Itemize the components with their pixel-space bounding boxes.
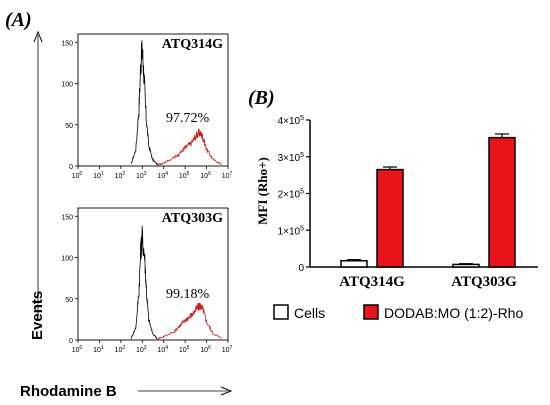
histogram-xtick-label: 101 — [93, 345, 104, 354]
histogram-xtick-label: 102 — [115, 345, 126, 354]
histogram-ytick-label: 50 — [65, 123, 73, 130]
bar-category-label: ATQ314G — [339, 274, 405, 290]
legend-label-cells: Cells — [294, 305, 325, 321]
histogram-xtick-label: 104 — [157, 345, 168, 354]
histogram-ytick-label: 50 — [65, 297, 73, 304]
histogram-ytick-label: 150 — [61, 40, 73, 47]
bar-ytick-label: 1×105 — [278, 225, 305, 237]
histogram-xtick-label: 105 — [179, 345, 190, 354]
bar-ytick-label: 2×105 — [278, 189, 305, 201]
histogram-xtick-label: 106 — [200, 171, 211, 180]
bar — [376, 168, 404, 268]
rhodamine-axis-label: Rhodamine B — [20, 383, 117, 400]
histogram-xtick-label: 106 — [200, 345, 211, 354]
histogram-treated-line — [156, 302, 222, 340]
legend-swatch-cells — [273, 304, 289, 320]
bar — [452, 263, 480, 268]
bar-category-label: ATQ303G — [451, 274, 517, 290]
histogram-ytick-label: 100 — [61, 256, 73, 263]
histogram-sample-label: ATQ303G — [162, 211, 223, 226]
histogram-ytick-label: 100 — [61, 82, 73, 89]
histogram-percent-label: 99.18% — [166, 287, 210, 302]
bar-chart: MFI (Rho+) 0 1×105 2×105 3×105 4×105 ATQ314G A… — [255, 115, 538, 290]
histogram-xtick-label: 103 — [136, 171, 147, 180]
bar-legend: Cells DODAB:MO (1:2)-Rho — [273, 304, 523, 321]
legend-swatch-dodab — [363, 304, 379, 320]
events-axis-label: Events — [29, 291, 46, 340]
panel-a-label: (A) — [5, 9, 32, 31]
bar-ytick-label: 0 — [298, 263, 304, 274]
bar-ylabel: MFI (Rho+) — [255, 157, 270, 225]
histogram-xtick-label: 101 — [93, 171, 104, 180]
histogram-atq314g: ATQ314G 97.72% 0 50 100 150 100 101 102 103 104 1… — [61, 33, 233, 180]
rhodamine-axis-arrow — [220, 386, 233, 396]
histogram-xtick-label: 100 — [72, 345, 83, 354]
histogram-xtick-label: 107 — [222, 171, 233, 180]
histogram-xtick-label: 105 — [179, 171, 190, 180]
histogram-xtick-label: 100 — [72, 171, 83, 180]
bar-ytick-label: 3×105 — [278, 152, 305, 164]
histogram-ytick-label: 150 — [61, 214, 73, 221]
histogram-frame — [77, 33, 229, 167]
histogram-xtick-label: 107 — [222, 345, 233, 354]
histogram-frame — [77, 207, 229, 341]
histogram-treated-line — [156, 128, 222, 168]
histogram-ytick-label: 0 — [69, 164, 73, 171]
histogram-control-line — [130, 225, 158, 340]
bar — [340, 260, 368, 268]
bar-ytick-label: 4×105 — [278, 115, 305, 127]
histogram-percent-label: 97.72% — [166, 111, 210, 126]
histogram-sample-label: ATQ314G — [162, 37, 223, 52]
events-axis-arrow — [33, 30, 43, 43]
bar — [488, 136, 516, 268]
panel-b-label: (B) — [248, 87, 275, 109]
histogram-xtick-label: 104 — [157, 171, 168, 180]
histogram-xtick-label: 102 — [115, 171, 126, 180]
legend-label-dodab: DODAB:MO (1:2)-Rho — [384, 305, 523, 321]
histogram-atq303g: ATQ303G 99.18% 0 50 100 150 100 101 102 103 104 1… — [61, 207, 233, 354]
histogram-xtick-label: 103 — [136, 345, 147, 354]
histogram-ytick-label: 0 — [69, 338, 73, 345]
histogram-control-line — [130, 40, 158, 165]
